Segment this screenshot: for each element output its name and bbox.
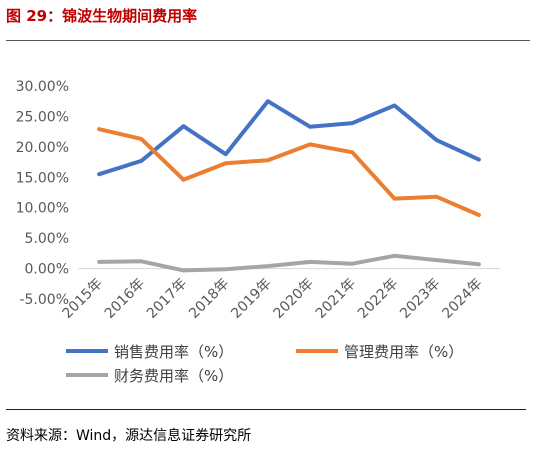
y-tick-label: 25.00% [16,109,69,125]
y-tick-label: 30.00% [16,79,69,95]
x-tick-label: 2016年 [102,276,148,322]
x-tick-label: 2019年 [228,276,274,322]
y-tick-label: 20.00% [16,140,69,156]
x-axis: 2015年2016年2017年2018年2019年2020年2021年2022年… [60,268,500,322]
top-divider [6,40,530,41]
y-tick-label: 0.00% [25,262,69,278]
y-tick-label: -5.00% [19,292,69,308]
y-tick-label: 15.00% [16,170,69,186]
y-tick-label: 10.00% [16,201,69,217]
x-tick-label: 2017年 [144,276,190,322]
x-tick-label: 2020年 [271,276,317,322]
x-tick-label: 2021年 [313,276,359,322]
legend: 销售费用率（%） 管理费用率（%） 财务费用率（%） [66,343,463,385]
bottom-divider [6,409,526,410]
y-tick-label: 5.00% [25,231,69,247]
x-tick-label: 2024年 [439,276,485,322]
x-tick-label: 2023年 [397,276,443,322]
x-tick-label: 2018年 [186,276,232,322]
legend-label: 财务费用率（%） [114,367,233,385]
source-note: 资料来源：Wind，源达信息证券研究所 [6,428,252,444]
y-axis: 30.00% 25.00% 20.00% 15.00% 10.00% 5.00% 0.00%… [16,79,69,308]
legend-label: 销售费用率（%） [114,343,233,361]
series-line-2 [97,127,481,217]
series-line-1 [97,99,481,177]
legend-label: 管理费用率（%） [344,343,463,361]
series-lines [97,99,481,273]
figure-title: 图 29：锦波生物期间费用率 [6,7,198,25]
series-line-3 [97,253,481,273]
x-tick-label: 2022年 [355,276,401,322]
line-chart: 30.00% 25.00% 20.00% 15.00% 10.00% 5.00% 0.00%… [16,79,500,385]
